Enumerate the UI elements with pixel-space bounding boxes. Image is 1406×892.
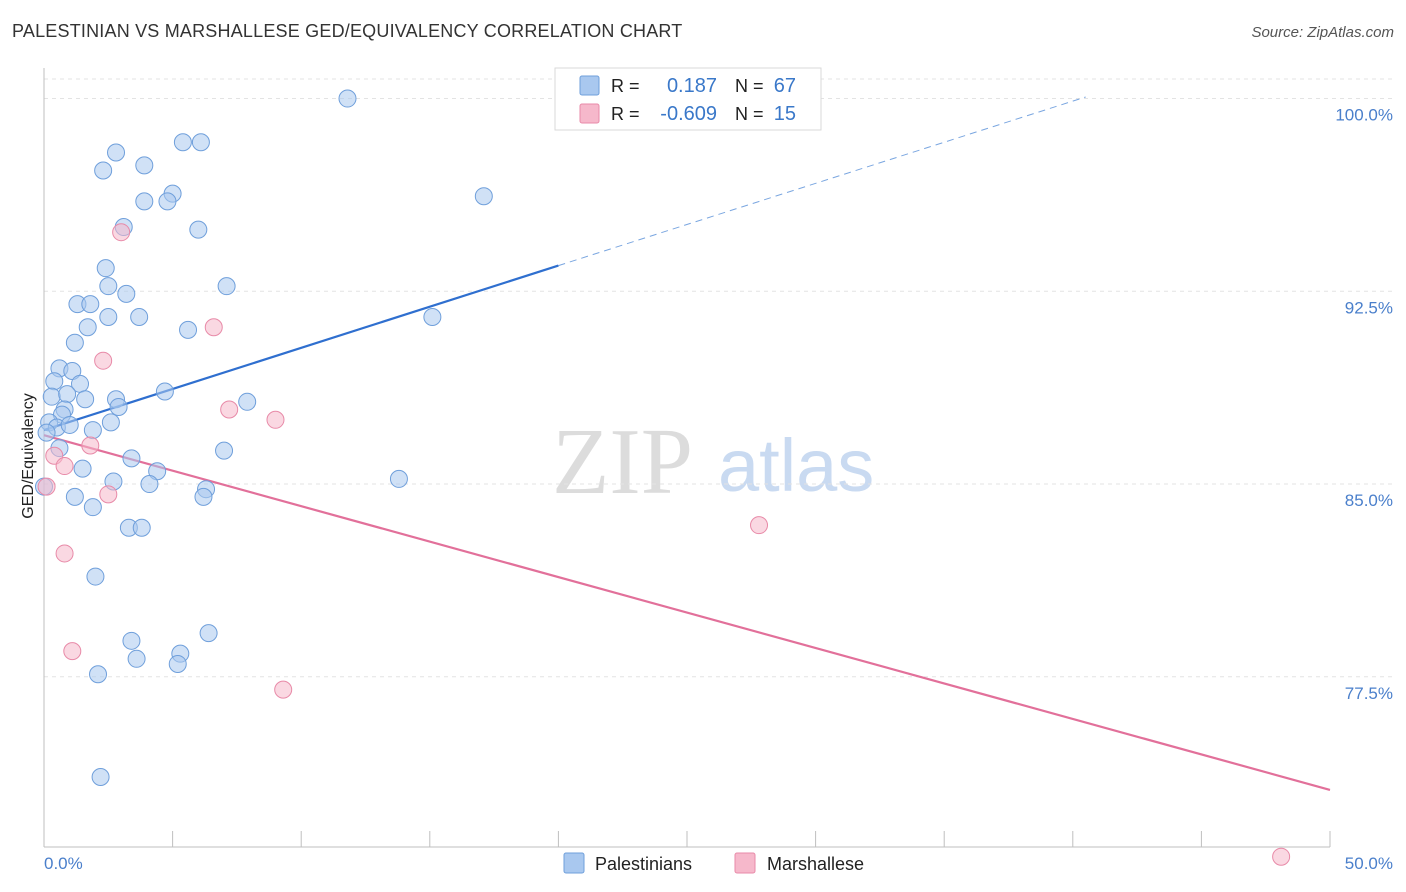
stats-r-label-2: R = [611, 104, 640, 124]
palestinian-point-4 [135, 156, 154, 175]
palestinian-point-8 [135, 192, 154, 211]
palestinian-point-2 [173, 133, 192, 152]
palestinian-point-40 [101, 413, 120, 432]
y-tick-labels: 77.5% 85.0% 92.5% 100.0% [1335, 106, 1393, 703]
palestinian-point-52 [194, 487, 213, 506]
marshallese-point-11 [55, 544, 74, 563]
palestinian-point-11 [189, 220, 208, 239]
trend-line-palestinians [43, 264, 559, 432]
y-axis-label: GED/Equivalency [20, 393, 37, 518]
palestinian-point-1 [191, 133, 210, 152]
marshallese-point-3 [220, 400, 239, 419]
palestinian-point-59 [199, 624, 218, 643]
palestinian-point-58 [86, 567, 105, 586]
palestinian-point-35 [109, 397, 128, 416]
palestinian-point-26 [45, 372, 64, 391]
palestinian-point-60 [122, 631, 141, 650]
palestinian-point-65 [91, 768, 110, 787]
marshallese-point-1 [204, 318, 223, 337]
palestinian-point-32 [155, 382, 174, 401]
palestinian-point-7 [474, 187, 493, 206]
palestinian-point-28 [42, 387, 61, 406]
legend-label-palestinians: Palestinians [595, 854, 692, 874]
x-tick-label-max: 50.0% [1345, 854, 1393, 873]
marshallese-point-2 [94, 351, 113, 370]
palestinian-point-19 [130, 308, 149, 326]
marshallese-point-9 [99, 485, 118, 504]
palestinian-point-23 [65, 333, 84, 352]
x-tick-label-min: 0.0% [44, 854, 83, 873]
palestinian-point-33 [238, 392, 257, 411]
palestinian-point-54 [83, 498, 102, 517]
palestinian-point-14 [217, 277, 236, 296]
y-tick-label-1: 85.0% [1345, 491, 1393, 510]
palestinian-point-18 [99, 308, 118, 326]
legend: Palestinians Marshallese [563, 852, 864, 874]
palestinian-point-63 [168, 654, 187, 673]
marshallese-point-12 [63, 642, 82, 661]
palestinian-point-15 [117, 284, 136, 303]
x-tick-marks [43, 831, 1331, 847]
legend-swatch-marshallese [734, 852, 756, 874]
palestinian-point-62 [127, 649, 146, 668]
legend-label-marshallese: Marshallese [767, 854, 864, 874]
legend-swatch-palestinians [563, 852, 585, 874]
stats-swatch-blue [579, 75, 600, 96]
marshallese-point-10 [750, 516, 769, 535]
palestinian-point-13 [99, 277, 118, 296]
palestinian-point-45 [122, 449, 141, 468]
marshallese-point-13 [274, 680, 293, 699]
palestinian-point-21 [78, 318, 97, 337]
stats-r-value-1: 0.187 [667, 75, 717, 97]
marshallese-points [37, 223, 1291, 866]
marshallese-point-7 [55, 457, 74, 476]
stats-box: R = 0.187 N = 67 R = -0.609 N = 15 [554, 67, 822, 131]
palestinian-point-5 [94, 161, 113, 180]
watermark-atlas: atlas [718, 424, 874, 507]
stats-n-label-1: N = [735, 76, 764, 96]
palestinian-point-55 [389, 469, 408, 488]
marshallese-point-0 [112, 223, 131, 242]
chart-title: PALESTINIAN VS MARSHALLESE GED/EQUIVALEN… [12, 21, 683, 41]
stats-n-value-1: 67 [774, 75, 796, 97]
source-credit: Source: ZipAtlas.com [1251, 24, 1394, 41]
palestinians-points [35, 89, 493, 787]
stats-n-value-2: 15 [774, 103, 796, 125]
palestinian-point-64 [89, 665, 108, 684]
palestinian-point-30 [76, 390, 95, 409]
marshallese-point-6 [81, 436, 100, 455]
trend-line-palestinians-extension [558, 96, 1086, 267]
marshallese-point-14 [1272, 847, 1291, 866]
y-tick-label-0: 77.5% [1345, 684, 1393, 703]
palestinian-point-57 [132, 518, 151, 537]
stats-n-label-2: N = [735, 104, 764, 124]
palestinian-point-39 [60, 415, 79, 434]
palestinian-point-0 [338, 89, 357, 108]
palestinian-point-41 [83, 421, 102, 440]
palestinian-point-42 [37, 423, 56, 442]
y-tick-label-2: 92.5% [1345, 298, 1393, 317]
palestinian-point-50 [140, 475, 159, 494]
palestinian-point-22 [179, 320, 198, 339]
palestinian-point-53 [65, 487, 84, 506]
stats-swatch-pink [579, 103, 600, 124]
palestinian-point-29 [58, 385, 77, 404]
palestinian-point-46 [73, 459, 92, 478]
stats-r-value-2: -0.609 [660, 103, 717, 125]
trend-line-marshallese [43, 434, 1331, 791]
marshallese-point-8 [37, 477, 56, 496]
palestinian-point-12 [96, 259, 115, 278]
palestinian-point-44 [215, 441, 234, 460]
palestinian-point-9 [158, 192, 177, 211]
gridlines [44, 78, 1394, 678]
palestinian-point-20 [423, 308, 442, 326]
watermark-zip: ZIP [552, 410, 693, 514]
palestinian-point-3 [107, 143, 126, 162]
stats-r-label-1: R = [611, 76, 640, 96]
y-tick-label-3: 100.0% [1335, 106, 1393, 125]
marshallese-point-4 [266, 410, 285, 429]
trend-lines [43, 96, 1331, 791]
palestinian-point-17 [81, 295, 100, 314]
